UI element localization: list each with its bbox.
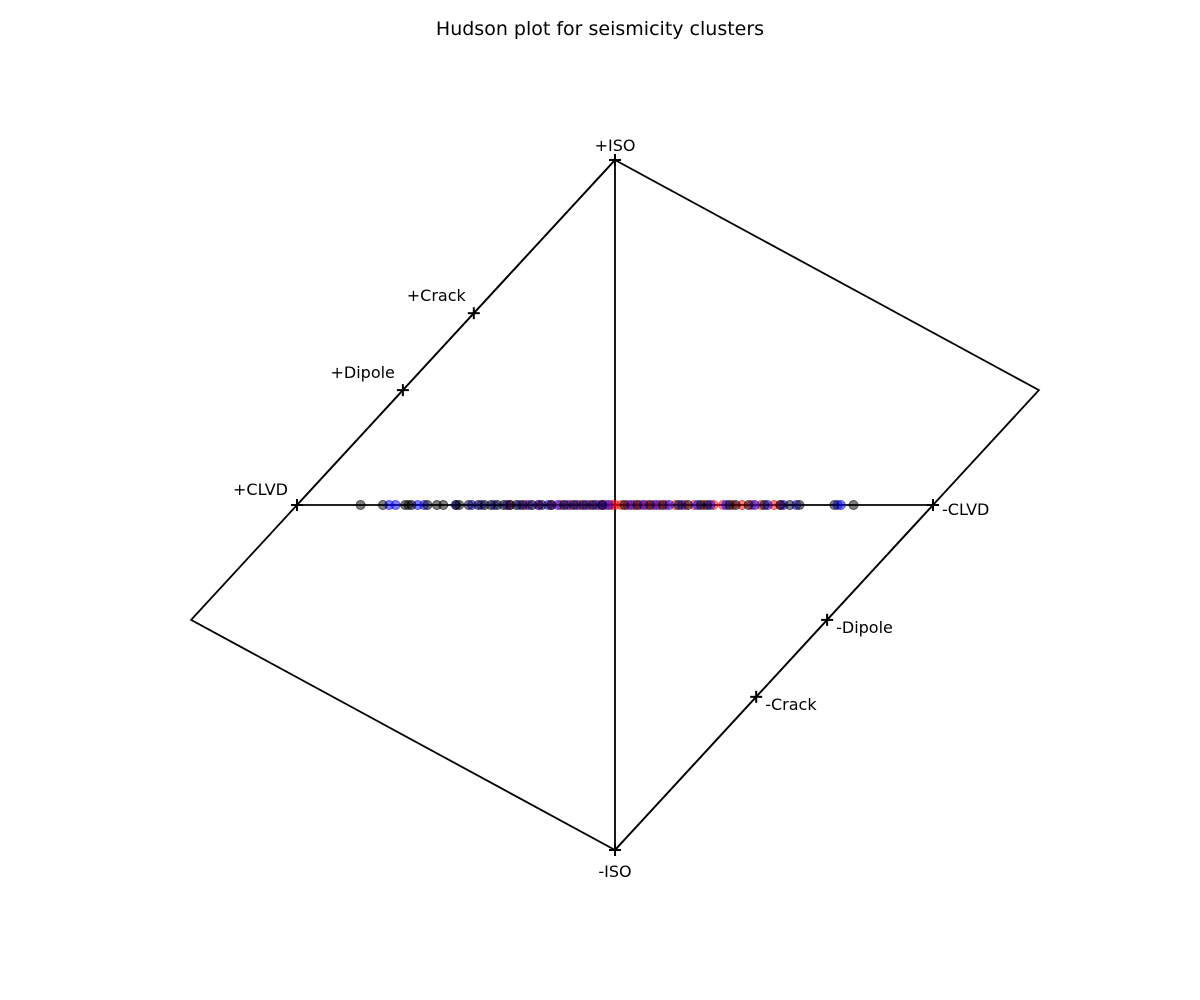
data-point-s2-9 [454, 500, 465, 510]
data-point-s2-18 [517, 500, 528, 510]
data-point-s2-41 [794, 500, 805, 510]
label-plusminus-dipole: +Dipole [330, 363, 394, 382]
label-minus-iso: -ISO [598, 862, 631, 881]
label-plusminus-iso: +ISO [595, 136, 636, 155]
data-point-s2-5 [422, 500, 433, 510]
data-point-s2-23 [568, 500, 579, 510]
data-point-s2-24 [578, 500, 589, 510]
data-point-s2-43 [848, 500, 859, 510]
data-point-s2-38 [759, 500, 770, 510]
data-point-s2-29 [645, 500, 655, 510]
data-point-s2-22 [559, 500, 570, 510]
data-point-s2-25 [587, 500, 598, 510]
data-point-s2-32 [683, 500, 694, 510]
label-plusminus-crack: +Crack [407, 286, 467, 305]
data-point-s2-34 [702, 500, 713, 510]
label-minus-crack: -Crack [765, 695, 817, 714]
data-point-s2-31 [673, 500, 684, 510]
data-points [355, 500, 859, 510]
data-point-s1-1 [390, 500, 401, 510]
data-point-s2-26 [597, 500, 608, 510]
data-point-s2-37 [743, 500, 754, 510]
data-point-s2-20 [536, 500, 547, 510]
data-point-s2-7 [438, 500, 449, 510]
data-point-s2-36 [730, 500, 741, 510]
data-point-s2-39 [775, 500, 786, 510]
data-point-s2-4 [406, 500, 417, 510]
data-point-s2-28 [632, 500, 643, 510]
data-point-s2-19 [527, 500, 538, 510]
upper-left-edge [296, 159, 616, 506]
label-plusminus-clvd: +CLVD [233, 480, 288, 499]
chart-title: Hudson plot for seismicity clusters [436, 18, 764, 40]
data-point-s2-40 [784, 500, 795, 510]
data-point-s2-0 [355, 500, 366, 510]
data-point-s2-30 [657, 500, 668, 510]
label-minus-dipole: -Dipole [836, 618, 893, 637]
label-minus-clvd: -CLVD [942, 500, 989, 519]
data-point-s2-27 [619, 500, 630, 510]
data-point-s2-1 [377, 500, 388, 510]
data-point-s2-21 [546, 500, 557, 510]
lower-right-edge [614, 504, 934, 851]
reference-labels: +ISO -ISO +CLVD -CLVD +Dipole -Dipole +Crack -C… [233, 136, 989, 881]
data-point-s2-42 [829, 500, 840, 510]
data-point-s2-10 [463, 500, 474, 510]
